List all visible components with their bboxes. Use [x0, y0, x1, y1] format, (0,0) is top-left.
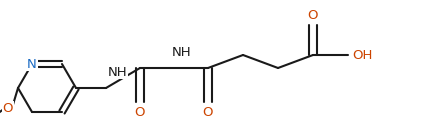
Text: NH: NH [108, 66, 127, 78]
Text: O: O [3, 101, 13, 115]
Text: OH: OH [351, 49, 372, 61]
Text: NH: NH [171, 46, 191, 58]
Text: N: N [27, 58, 37, 70]
Text: O: O [135, 106, 145, 118]
Text: O: O [307, 9, 318, 21]
Text: O: O [202, 106, 213, 118]
